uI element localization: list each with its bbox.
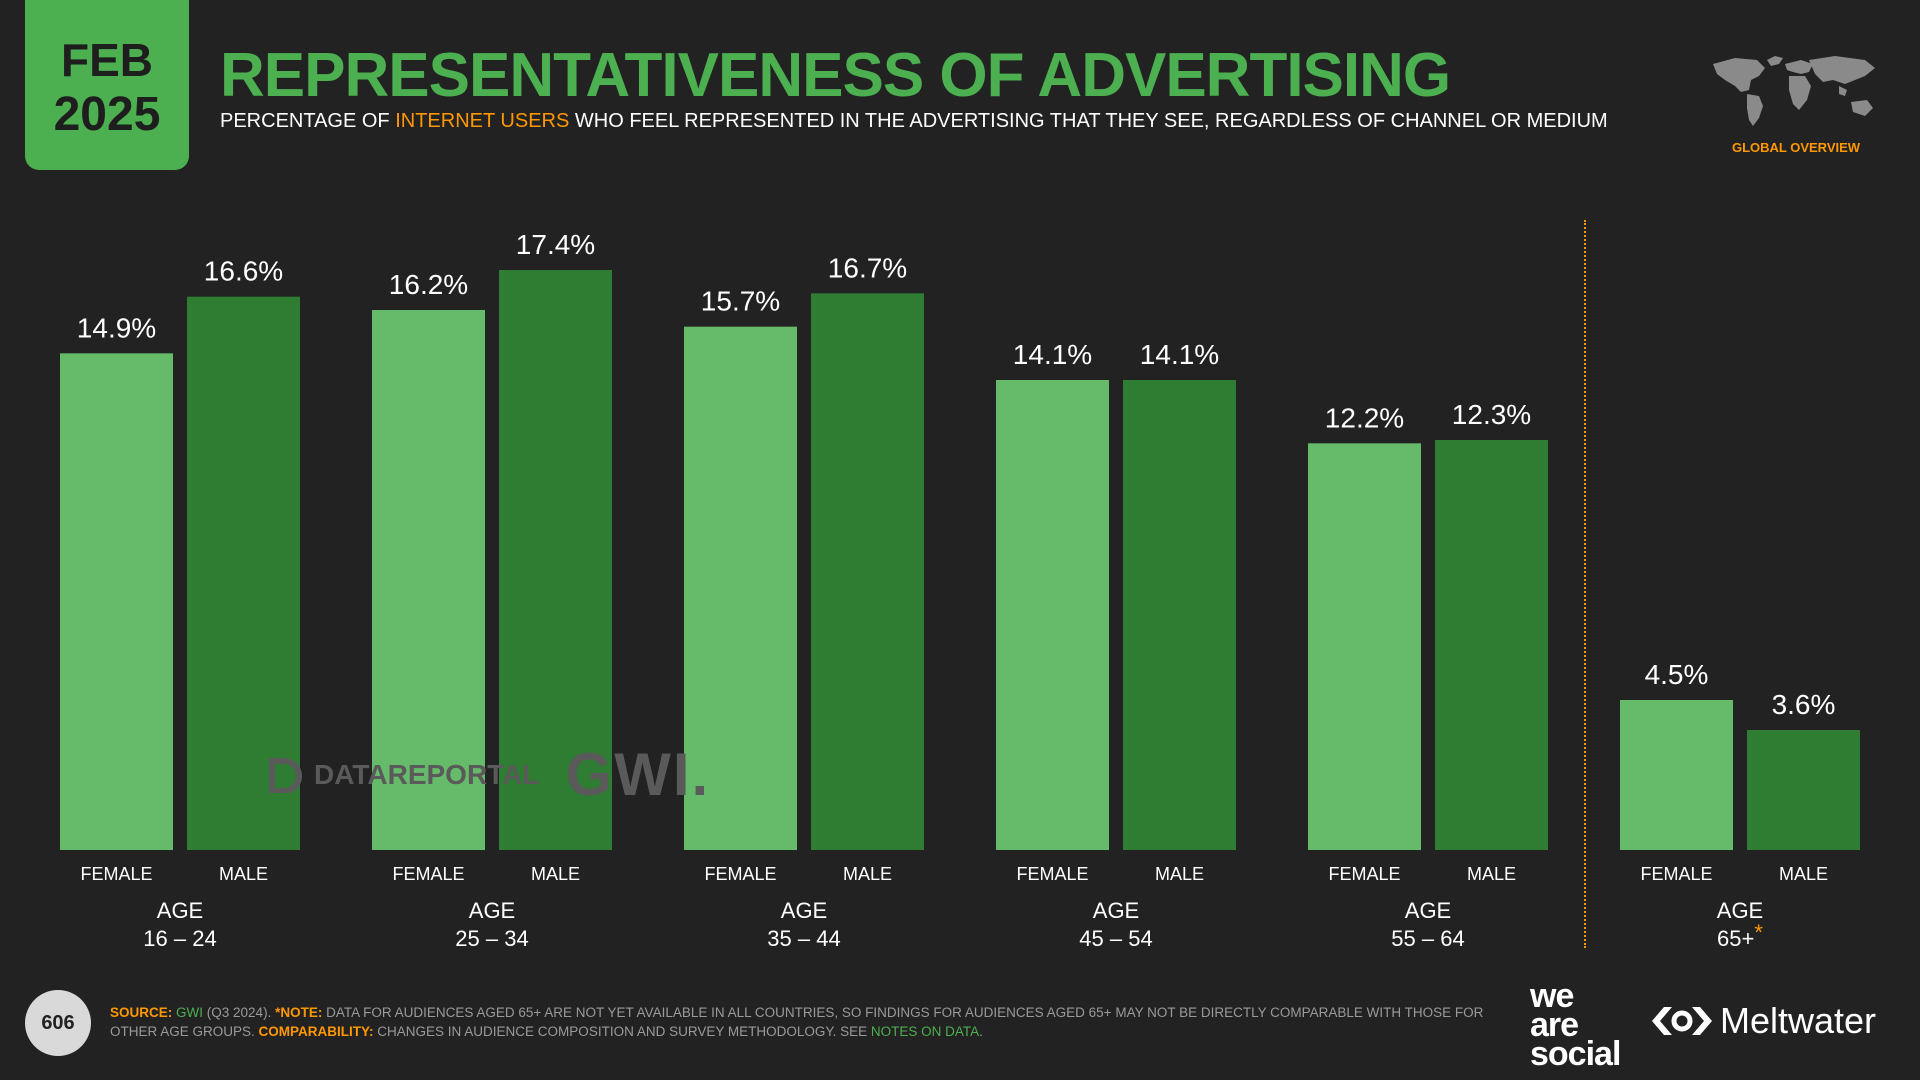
subtitle-suffix: WHO FEEL REPRESENTED IN THE ADVERTISING … [569,110,1608,132]
was-line-1: we [1530,977,1574,1015]
group-label: 25 – 34 [455,926,528,951]
page-subtitle: PERCENTAGE OF INTERNET USERS WHO FEEL RE… [220,110,1608,133]
x-tick-label: FEMALE [392,864,464,884]
group-prefix-label: AGE [469,898,515,923]
data-label: 4.5% [1645,659,1709,690]
bar-male [187,296,300,851]
x-tick-label: FEMALE [1016,864,1088,884]
group-label: 16 – 24 [143,926,216,951]
group-prefix-label: AGE [1717,898,1763,923]
world-map-icon [1713,56,1875,126]
x-tick-label: MALE [219,864,268,884]
we-are-social-logo: we are social [1530,977,1621,1073]
data-label: 16.6% [204,256,283,287]
data-label: 14.9% [77,312,156,343]
bar-female [60,353,173,850]
bar-female [372,310,485,850]
was-line-3: social [1530,1035,1621,1073]
group-label: 55 – 64 [1391,926,1464,951]
x-tick-label: FEMALE [1640,864,1712,884]
region-label: GLOBAL OVERVIEW [1731,140,1861,155]
page-number: 606 [25,990,91,1056]
group-prefix-label: AGE [781,898,827,923]
bar-male [1747,730,1860,850]
group-prefix-label: AGE [157,898,203,923]
x-tick-label: FEMALE [80,864,152,884]
date-badge: FEB 2025 [25,0,189,170]
date-year: 2025 [53,88,161,141]
group-prefix-label: AGE [1093,898,1139,923]
meltwater-mark-icon [1652,1007,1712,1035]
bar-male [1435,440,1548,850]
bar-female [1308,443,1421,850]
data-label: 15.7% [701,286,780,317]
data-label: 16.7% [828,252,907,283]
meltwater-wordmark: Meltwater [1720,1000,1877,1041]
group-label: 45 – 54 [1079,926,1152,951]
page-title: REPRESENTATIVENESS OF ADVERTISING [220,41,1451,110]
note-text: DATA FOR AUDIENCES AGED 65+ ARE NOT YET … [110,1005,1484,1039]
bar-male [1123,380,1236,850]
data-label: 14.1% [1140,339,1219,370]
bar-male [499,270,612,850]
source-detail: (Q3 2024). [203,1005,276,1020]
footer-end: . [979,1024,983,1039]
data-label: 17.4% [516,229,595,260]
x-tick-label: MALE [531,864,580,884]
notes-on-data-link[interactable]: NOTES ON DATA [870,1024,980,1039]
x-tick-label: MALE [1779,864,1828,884]
bar-female [1620,700,1733,850]
data-label: 16.2% [389,269,468,300]
divider-line [1584,220,1586,948]
footnote-marker: * [1754,920,1763,945]
footer-source: SOURCE: GWI (Q3 2024). *NOTE: DATA FOR A… [110,1003,1490,1041]
date-month: FEB [61,34,153,86]
comparability-text: CHANGES IN AUDIENCE COMPOSITION AND SURV… [373,1024,871,1039]
x-tick-label: MALE [1155,864,1204,884]
meltwater-logo: Meltwater [1650,1000,1876,1042]
subtitle-highlight: INTERNET USERS [395,110,570,132]
note-label: *NOTE: [275,1005,323,1020]
source-link[interactable]: GWI [176,1005,204,1020]
data-label: 14.1% [1013,339,1092,370]
data-label: 3.6% [1772,689,1836,720]
bar-male [811,293,924,850]
x-tick-label: FEMALE [704,864,776,884]
x-tick-label: FEMALE [1328,864,1400,884]
group-label: 35 – 44 [767,926,840,951]
data-label: 12.3% [1452,399,1531,430]
comparability-label: COMPARABILITY: [258,1024,374,1039]
was-line-2: are [1530,1006,1579,1044]
bar-female [684,326,797,851]
source-label: SOURCE: [110,1005,173,1020]
group-label: 65+* [1717,920,1763,951]
group-prefix-label: AGE [1405,898,1451,923]
bar-female [996,380,1109,850]
x-tick-label: MALE [843,864,892,884]
x-tick-label: MALE [1467,864,1516,884]
subtitle-prefix: PERCENTAGE OF [220,110,396,132]
data-label: 12.2% [1325,402,1404,433]
